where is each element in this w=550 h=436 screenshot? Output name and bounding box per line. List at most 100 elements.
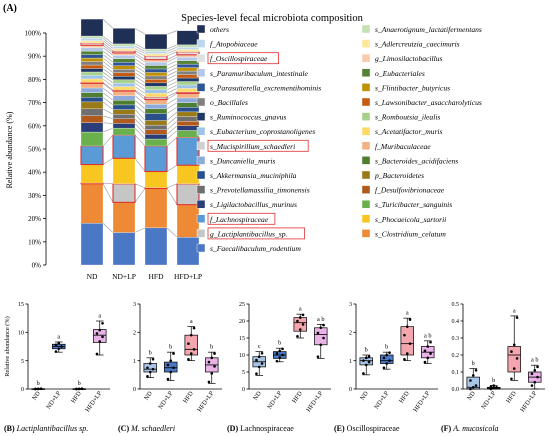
- x-tick-label: ND+LP: [45, 390, 62, 411]
- y-tick-label: 0.3: [452, 336, 460, 342]
- bar-segment: [144, 145, 168, 173]
- y-tick-label: 2: [349, 331, 352, 337]
- connector-line: [134, 104, 146, 114]
- significance-letter: a: [57, 333, 60, 340]
- connector-line: [134, 61, 146, 70]
- data-point: [316, 355, 320, 359]
- y-tick-label: 1: [349, 359, 352, 365]
- connector-line: [102, 40, 114, 49]
- y-tick-label: 90%: [28, 53, 41, 61]
- data-point: [533, 380, 537, 384]
- bar-segment: [80, 115, 104, 123]
- connector-line: [134, 45, 146, 52]
- y-tick-label: 0: [21, 387, 24, 393]
- bar-segment: [144, 48, 168, 52]
- connector-line: [166, 60, 178, 66]
- data-point: [257, 355, 261, 359]
- data-point: [533, 369, 537, 372]
- connector-line: [166, 188, 178, 205]
- bar-segment: [80, 68, 104, 73]
- data-point: [257, 365, 261, 369]
- x-tick-label: ND+LP: [480, 390, 497, 411]
- legend-label: g_Lactiplantibacillus_sp.: [210, 229, 288, 238]
- y-tick-label: 3: [349, 302, 352, 308]
- significance-letter: a: [98, 313, 101, 320]
- data-point: [192, 348, 196, 351]
- connector-line: [102, 101, 114, 110]
- bar-segment: [80, 57, 104, 62]
- data-point: [364, 356, 368, 360]
- y-tick-label: 5: [242, 370, 245, 376]
- connector-line: [166, 51, 178, 57]
- bar-segment: [112, 48, 136, 52]
- panel-caption: (C) M. schaedleri: [118, 424, 175, 433]
- bar-segment: [176, 81, 200, 86]
- data-point: [95, 332, 99, 335]
- data-point: [281, 347, 284, 351]
- y-tick-label: 70%: [28, 99, 41, 107]
- data-point: [423, 360, 427, 364]
- legend-highlight-box: [207, 212, 276, 225]
- data-point: [429, 340, 432, 344]
- significance-letter: b: [472, 360, 475, 367]
- box: [164, 361, 178, 373]
- legend-label: s_Acetatifactor_muris: [375, 127, 443, 136]
- connector-line: [102, 61, 114, 70]
- legend-label: s_Paramuribaculum_intestinale: [210, 69, 308, 78]
- legend-swatch: [361, 185, 371, 194]
- data-point: [39, 387, 43, 391]
- bar-segment: [112, 82, 136, 87]
- legend-label: f_Muribaculaceae: [375, 142, 431, 151]
- connector-line: [166, 77, 178, 84]
- legend-swatch: [196, 185, 206, 194]
- data-point: [515, 316, 519, 319]
- data-point: [512, 367, 516, 370]
- legend-swatch: [361, 214, 371, 224]
- data-point: [54, 343, 58, 347]
- data-point: [260, 362, 264, 365]
- connector-line: [166, 97, 178, 105]
- legend-label: s_Duncaniella_muris: [210, 156, 275, 165]
- connector-line: [102, 57, 114, 66]
- legend: others s_Anaerotignum_lactatifermentans f_…: [196, 24, 482, 253]
- legend-swatch: [361, 170, 371, 180]
- data-point: [255, 372, 258, 376]
- connector-line: [166, 56, 178, 63]
- bar-segment: [144, 53, 168, 57]
- legend-label: f_Oscillospiraceae: [210, 54, 268, 63]
- data-point: [301, 323, 305, 326]
- bar-segment: [112, 123, 136, 129]
- x-tick-label: ND+LP: [112, 272, 136, 281]
- legend-swatch: [361, 229, 371, 238]
- bar-segment: [112, 69, 136, 73]
- bar-segment: [80, 223, 104, 266]
- y-tick-label: 15: [18, 302, 24, 308]
- legend-swatch: [196, 39, 206, 48]
- bar-segment: [80, 122, 104, 133]
- bar-segment: [112, 79, 136, 84]
- connector-line: [166, 106, 178, 114]
- data-point: [471, 374, 475, 377]
- bar-segment: [112, 72, 136, 77]
- box-panel-c: 0 1 2 3 b ND b ND+LP a HFD b HFD+LP (C) M. schaedler…: [118, 302, 222, 433]
- connector-line: [102, 183, 114, 203]
- y-tick-label: 25: [239, 302, 245, 308]
- x-tick-label: ND: [87, 272, 98, 281]
- bar-segment: [144, 188, 168, 229]
- data-point: [536, 375, 539, 379]
- legend-label: s_Flintibacter_butyricus: [375, 83, 450, 92]
- legend-swatch: [361, 112, 371, 121]
- x-tick-label: HFD: [148, 272, 164, 281]
- bar-segment: [80, 64, 104, 69]
- data-point: [296, 335, 299, 338]
- significance-letter: a: [190, 318, 193, 325]
- bar-segment: [80, 87, 104, 93]
- panel-label: (B): [4, 424, 17, 433]
- box-ylabel: Relative abundance (%): [4, 316, 11, 377]
- box: [314, 327, 328, 346]
- connector-line: [166, 81, 178, 87]
- legend-swatch: [196, 126, 206, 136]
- significance-letter: b: [169, 344, 172, 351]
